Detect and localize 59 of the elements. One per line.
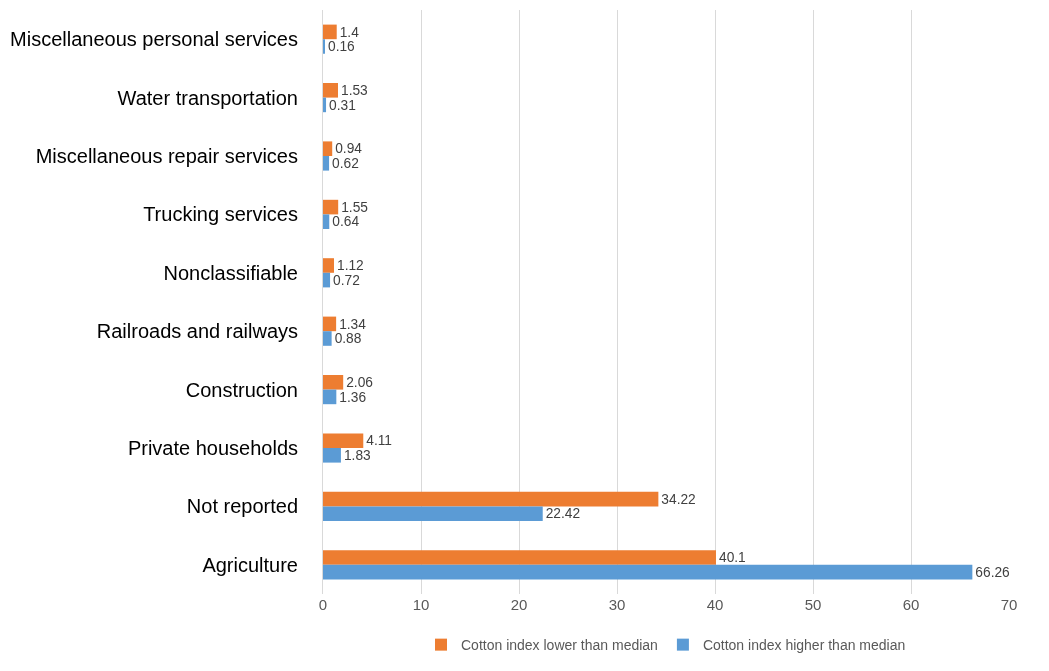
bar [323,506,543,521]
bar [323,83,338,98]
bar [323,258,334,273]
bar [323,97,327,113]
legend-label: Cotton index lower than median [461,637,658,654]
y-tick-label: Miscellaneous personal services [10,28,298,51]
y-tick-label: Not reported [186,495,298,518]
y-tick-label: Nonclassifiable [163,261,298,284]
bar [323,156,330,171]
bar [323,564,973,580]
bar [323,24,337,40]
data-label: 0.94 [335,141,363,157]
y-tick-label: Private households [127,437,298,459]
bar [323,448,341,463]
data-label: 0.31 [329,97,356,113]
data-label: 0.62 [332,156,359,172]
x-tick-label: 40 [706,596,724,613]
data-label: 1.36 [339,389,367,405]
bar [323,375,344,390]
y-tick-label: Agriculture [202,553,298,576]
x-tick-label: 0 [318,596,328,613]
bar [323,199,339,215]
x-tick-label: 70 [1000,596,1018,613]
x-tick-label: 30 [608,596,626,613]
y-tick-label: Trucking services [143,203,298,226]
data-label: 0.88 [334,331,362,347]
x-tick-label: 20 [510,596,528,613]
bar [323,331,332,346]
x-tick-label: 50 [804,596,822,613]
data-label: 0.72 [333,272,360,288]
x-tick-label: 60 [902,596,920,613]
y-tick-label: Railroads and railways [96,320,298,343]
bar [323,214,330,229]
data-label: 66.26 [975,564,1011,580]
bar [323,491,659,507]
y-tick-label: Miscellaneous repair services [35,145,298,167]
bar [323,141,333,156]
bar [323,316,337,332]
data-label: 1.83 [343,448,372,464]
y-tick-label: Construction [185,378,298,401]
data-label: 0.16 [328,39,356,55]
x-tick-label: 10 [412,596,430,613]
bar [323,272,331,288]
bar [323,433,364,448]
y-tick-label: Water transportation [117,86,298,109]
data-label: 40.1 [718,550,746,566]
data-label: 34.22 [661,491,696,507]
data-label: 1.4 [339,24,360,40]
data-label: 2.06 [346,375,374,391]
data-label: 4.11 [366,433,392,449]
data-label: 1.53 [340,83,369,99]
data-label: 1.55 [341,199,369,215]
data-label: 22.42 [545,506,581,522]
data-label: 0.64 [332,214,360,230]
bar [323,389,337,405]
bar [323,550,716,565]
data-label: 1.12 [336,258,364,274]
legend-label: Cotton index higher than median [702,637,906,654]
data-label: 1.34 [339,316,367,332]
